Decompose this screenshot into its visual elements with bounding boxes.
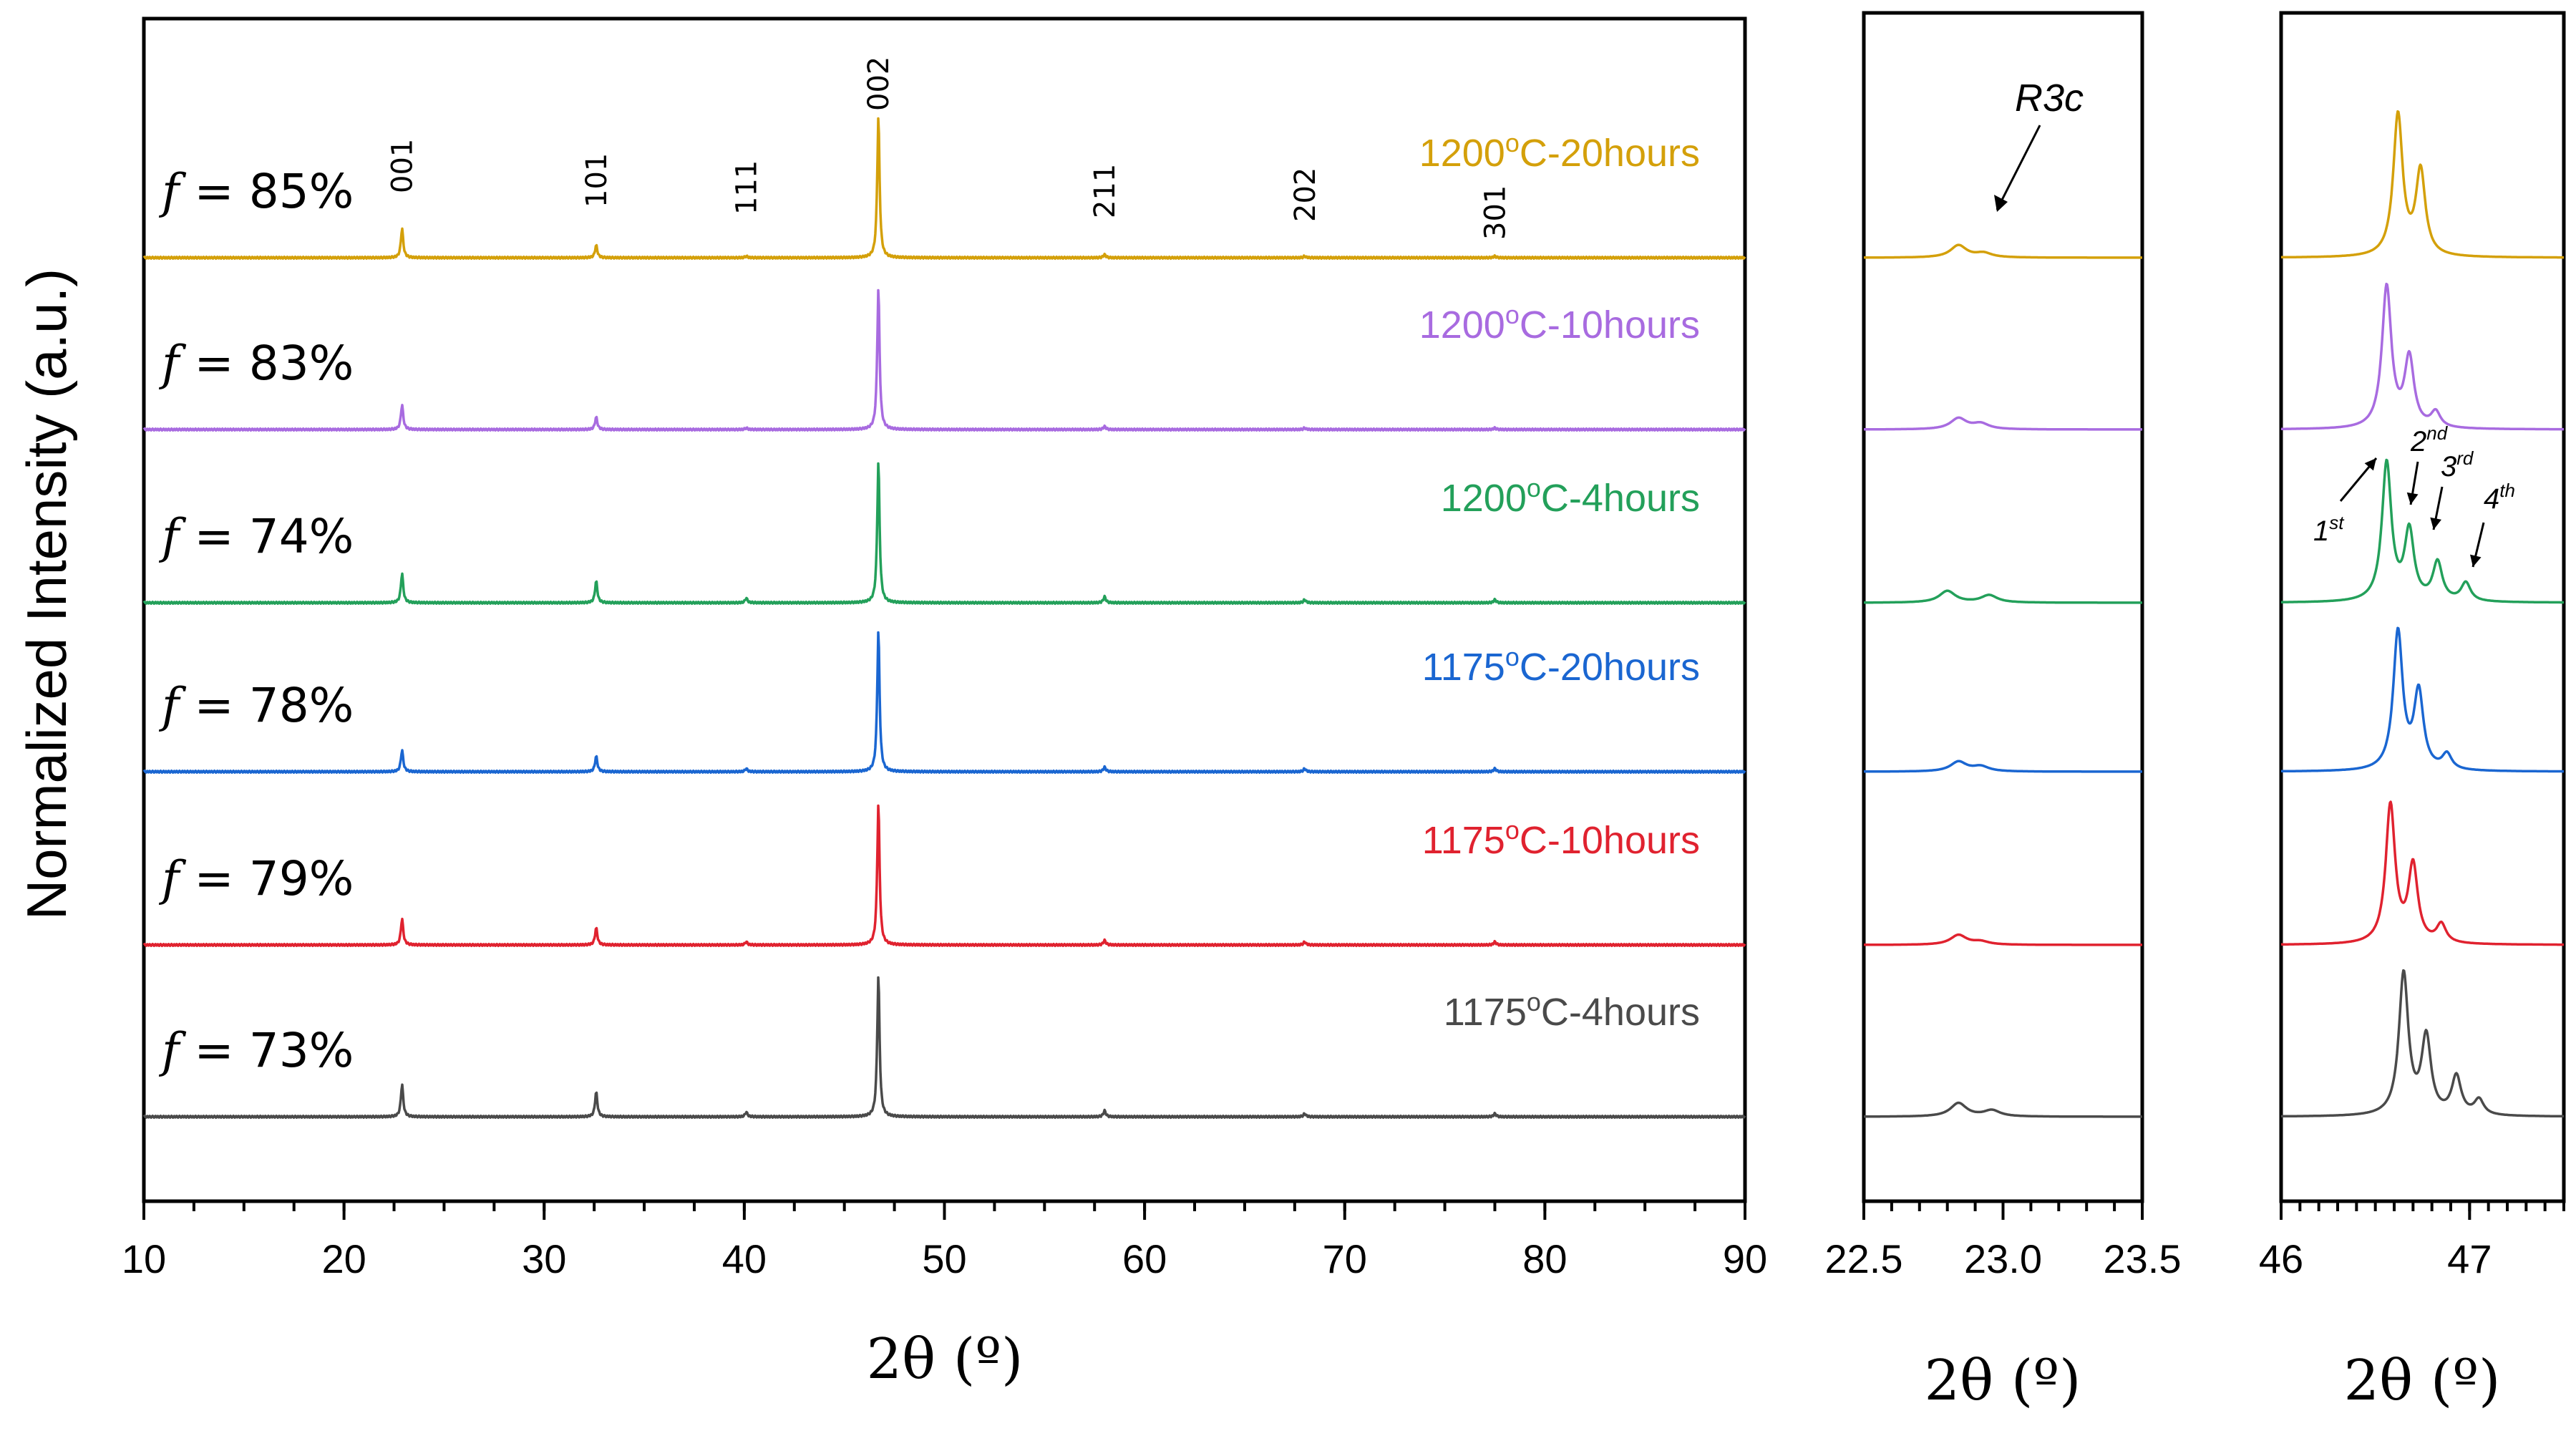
series-line-zoom <box>2280 800 2565 946</box>
condition-label: 1200oC-4hours <box>1441 473 1700 520</box>
x-axis-title-full: 2θ (º) <box>867 1327 1024 1392</box>
peak-hkl-label: 202 <box>1289 168 1322 222</box>
condition-label: 1175oC-20hours <box>1422 642 1700 689</box>
ordinal-arrow-head <box>2406 492 2419 505</box>
series-line-full <box>142 117 1746 261</box>
phase-fraction-label: f = 73% <box>158 1023 354 1078</box>
phase-fraction-label: f = 74% <box>158 509 354 564</box>
series-line-full <box>142 631 1746 775</box>
tick-label: 23.0 <box>1964 1236 2042 1281</box>
series-line-zoom <box>1863 416 2143 431</box>
axis-ticks: 10 20 30 40 50 60 70 80 90 22.5 23.0 23.5 46 47 <box>122 1201 2565 1281</box>
series-line-full <box>142 462 1746 606</box>
series-line-zoom <box>2280 282 2565 431</box>
ordinal-arrow-head <box>2430 517 2441 530</box>
series-labels: f = 85% 1200oC-20hours f = 83% 1200oC-10hou… <box>158 128 1700 1078</box>
condition-label: 1175oC-10hours <box>1422 815 1700 862</box>
ordinal-annotation: 1st <box>2313 512 2345 547</box>
tick-label: 60 <box>1122 1236 1167 1281</box>
condition-label: 1200oC-20hours <box>1419 128 1700 175</box>
series-line-full <box>142 976 1746 1120</box>
series-line-zoom <box>2280 458 2565 604</box>
peak-hkl-label: 001 <box>387 139 419 193</box>
phase-fraction-label: f = 85% <box>158 164 354 219</box>
tick-label: 23.5 <box>2104 1236 2182 1281</box>
series-line-zoom <box>2280 969 2565 1118</box>
tick-label: 50 <box>922 1236 966 1281</box>
phase-fraction-label: f = 83% <box>158 336 354 391</box>
series-lines <box>142 110 2565 1120</box>
peak-labels: 001 101 111 002 211 202 301 <box>387 57 1512 240</box>
r3c-arrow-head <box>1994 195 2008 212</box>
ordinal-annotation: 4th <box>2484 480 2515 515</box>
y-axis-title: Normalized Intensity (a.u.) <box>15 268 78 920</box>
series-line-zoom <box>2280 626 2565 773</box>
x-axis-title-zoom-001: 2θ (º) <box>1925 1349 2081 1413</box>
series-line-zoom <box>1863 760 2143 773</box>
series-line-zoom <box>2280 110 2565 259</box>
series-line-full <box>142 288 1746 432</box>
r3c-annotation: R3c <box>2015 77 2084 120</box>
panel-zoom-001-frame <box>1862 11 2144 1203</box>
phase-fraction-label: f = 78% <box>158 678 354 733</box>
series-line-zoom <box>1863 933 2143 946</box>
peak-hkl-label: 301 <box>1479 185 1512 240</box>
peak-hkl-label: 111 <box>731 160 764 215</box>
ordinal-annotation: 2nd <box>2410 422 2449 457</box>
tick-label: 46 <box>2259 1236 2303 1281</box>
series-line-full <box>142 804 1746 948</box>
tick-label: 20 <box>321 1236 366 1281</box>
ordinal-arrow-head <box>2469 554 2482 567</box>
peak-hkl-label: 002 <box>862 57 895 111</box>
condition-label: 1175oC-4hours <box>1444 987 1700 1034</box>
ordinal-annotation: 3rd <box>2441 447 2474 482</box>
tick-label: 40 <box>722 1236 767 1281</box>
tick-label: 30 <box>522 1236 566 1281</box>
series-line-zoom <box>1863 589 2143 604</box>
tick-label: 90 <box>1723 1236 1767 1281</box>
peak-hkl-label: 101 <box>580 153 613 208</box>
tick-label: 10 <box>122 1236 166 1281</box>
series-line-zoom <box>1863 1101 2143 1118</box>
tick-label: 22.5 <box>1825 1236 1903 1281</box>
tick-label: 47 <box>2447 1236 2492 1281</box>
tick-label: 70 <box>1323 1236 1367 1281</box>
ordinal-arrow-head <box>2364 458 2376 471</box>
condition-label: 1200oC-10hours <box>1419 300 1700 346</box>
panel-zoom-002-frame <box>2279 11 2566 1203</box>
peak-hkl-label: 211 <box>1089 164 1122 218</box>
tick-label: 80 <box>1522 1236 1567 1281</box>
phase-fraction-label: f = 79% <box>158 851 354 906</box>
series-line-zoom <box>1863 243 2143 259</box>
x-axis-title-zoom-002: 2θ (º) <box>2344 1349 2501 1413</box>
r3c-arrow-line <box>1996 125 2041 210</box>
